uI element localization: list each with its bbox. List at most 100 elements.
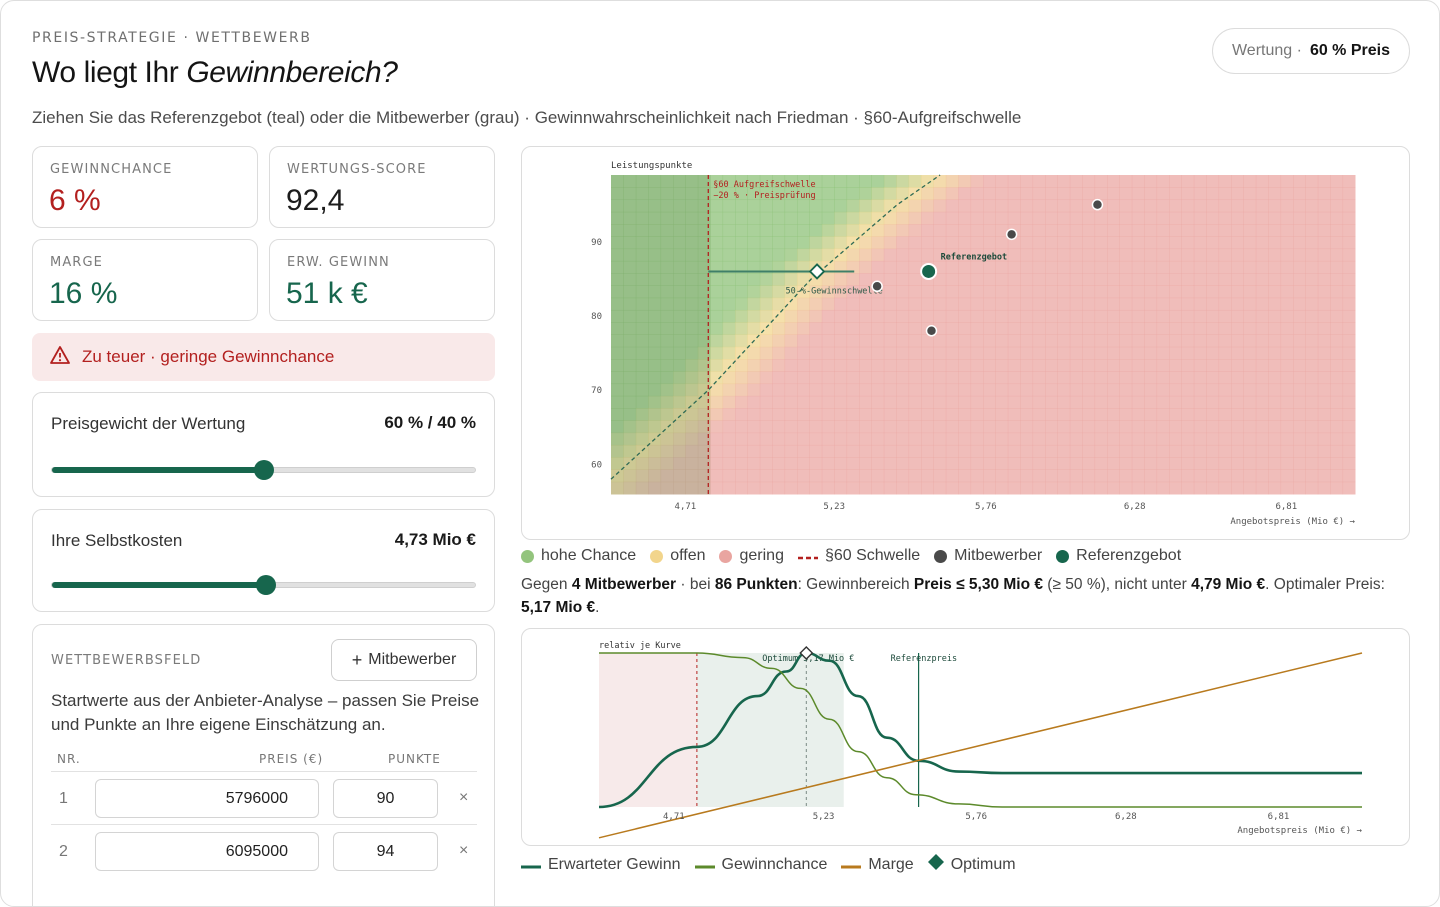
heatmap-cell (933, 224, 947, 237)
heatmap-cell (1280, 359, 1294, 372)
weight-slider-handle[interactable] (253, 460, 274, 480)
heatmap-cell (1094, 420, 1108, 434)
price-input[interactable]: 6095000 (95, 832, 319, 871)
profit-curve-chart-card: Referenzpreis Optimum 5,17 Mio € relativ j… (521, 628, 1410, 846)
heatmap-cell (697, 236, 711, 250)
heatmap-cell (883, 334, 897, 348)
heatmap-cell (735, 371, 748, 385)
heatmap-cell (1082, 236, 1096, 250)
delete-row-icon[interactable]: × (459, 842, 469, 859)
heatmap-cell (1156, 236, 1170, 250)
heatmap-cell (1082, 334, 1096, 348)
heatmap-cell (1007, 420, 1021, 434)
heatmap-cell (747, 236, 761, 250)
add-competitor-button[interactable]: + Mitbewerber (331, 639, 477, 681)
heatmap-cell (908, 371, 922, 385)
heatmap-cell (697, 224, 711, 237)
heatmap-cell (1305, 285, 1319, 299)
heatmap-cell (735, 444, 748, 458)
heatmap-cell (1330, 444, 1344, 458)
heatmap-cell (772, 395, 786, 409)
win-zone-heatmap[interactable]: §60 Aufgreifschwelle−20 % · Preisprüfung… (522, 147, 1411, 541)
heatmap-cell (945, 395, 959, 409)
heatmap-cell (1293, 236, 1306, 250)
summary-text: Gegen 4 Mitbewerber · bei 86 Punkten: Ge… (521, 573, 1411, 619)
heatmap-cell (908, 211, 922, 225)
heatmap-cell (1193, 481, 1207, 495)
heatmap-cell (1007, 187, 1021, 201)
points-input[interactable]: 94 (333, 832, 438, 871)
heatmap-cell (735, 359, 748, 372)
heatmap-cell (1330, 346, 1344, 360)
heatmap-cell (784, 346, 798, 360)
heatmap-cell (673, 481, 686, 495)
delete-row-icon[interactable]: × (459, 789, 469, 806)
heatmap-cell (809, 420, 823, 434)
heatmap-cell (846, 187, 860, 201)
heatmap-cell (883, 322, 897, 335)
heatmap-cell (1293, 322, 1306, 335)
heatmap-cell (1268, 285, 1282, 299)
heatmap-cell (1231, 457, 1244, 470)
heatmap-cell (1169, 334, 1182, 348)
heatmap-cell (772, 334, 786, 348)
heatmap-cell (983, 175, 996, 188)
heatmap-cell (921, 481, 934, 495)
heatmap-cell (983, 395, 996, 409)
heatmap-cell (797, 248, 810, 262)
heatmap-cell (1020, 359, 1034, 372)
heatmap-cell (821, 371, 835, 385)
plus-icon: + (351, 649, 363, 670)
heatmap-cell (611, 432, 624, 446)
heatmap-cell (834, 334, 848, 348)
heatmap-cell (611, 187, 624, 201)
heatmap-cell (1032, 260, 1046, 274)
heatmap-cell (883, 297, 897, 311)
weight-slider[interactable] (51, 460, 476, 480)
heatmap-cell (685, 444, 699, 458)
heatmap-cell (797, 481, 810, 495)
heatmap-cell (1144, 236, 1158, 250)
heatmap-cells (611, 175, 1356, 495)
heatmap-cell (784, 481, 798, 495)
heatmap-cell (1342, 273, 1356, 286)
cost-slider-handle[interactable] (255, 575, 276, 595)
heatmap-cell (623, 346, 637, 360)
heatmap-cell (759, 334, 773, 348)
heatmap-cell (710, 359, 724, 372)
heatmap-cell (896, 273, 910, 286)
points-input[interactable]: 90 (333, 779, 438, 818)
heatmap-cell (710, 334, 724, 348)
reference-label: Referenzpreis (891, 654, 958, 664)
heatmap-cell (722, 395, 736, 409)
heatmap-cell (735, 224, 748, 237)
heatmap-cell (635, 371, 649, 385)
heatmap-cell (1218, 383, 1232, 397)
heatmap-cell (1045, 285, 1058, 299)
heatmap-cell (1082, 481, 1096, 495)
heatmap-cell (797, 444, 810, 458)
heatmap-cell (1082, 322, 1096, 335)
heatmap-cell (759, 420, 773, 434)
heatmap-cell (1305, 444, 1319, 458)
price-input[interactable]: 5796000 (95, 779, 319, 818)
heatmap-cell (983, 481, 996, 495)
weighting-pill[interactable]: Wertung · 60 % Preis (1212, 28, 1410, 74)
heatmap-cell (908, 175, 922, 188)
heatmap-cell (1280, 334, 1294, 348)
heatmap-cell (635, 395, 649, 409)
heatmap-cell (623, 248, 637, 262)
cost-slider[interactable] (51, 575, 476, 595)
legend-dash-icon (797, 547, 818, 565)
reference-label: Referenzgebot (941, 252, 1008, 262)
heatmap-cell (747, 469, 761, 483)
heatmap-cell (1131, 408, 1145, 421)
heatmap-cell (1293, 334, 1306, 348)
heatmap-cell (1330, 334, 1344, 348)
heatmap-cell (1293, 285, 1306, 299)
heatmap-cell (685, 211, 699, 225)
price-alert: Zu teuer · geringe Gewinnchance (32, 333, 495, 381)
heatmap-cell (1243, 175, 1257, 188)
heatmap-cell (1082, 248, 1096, 262)
